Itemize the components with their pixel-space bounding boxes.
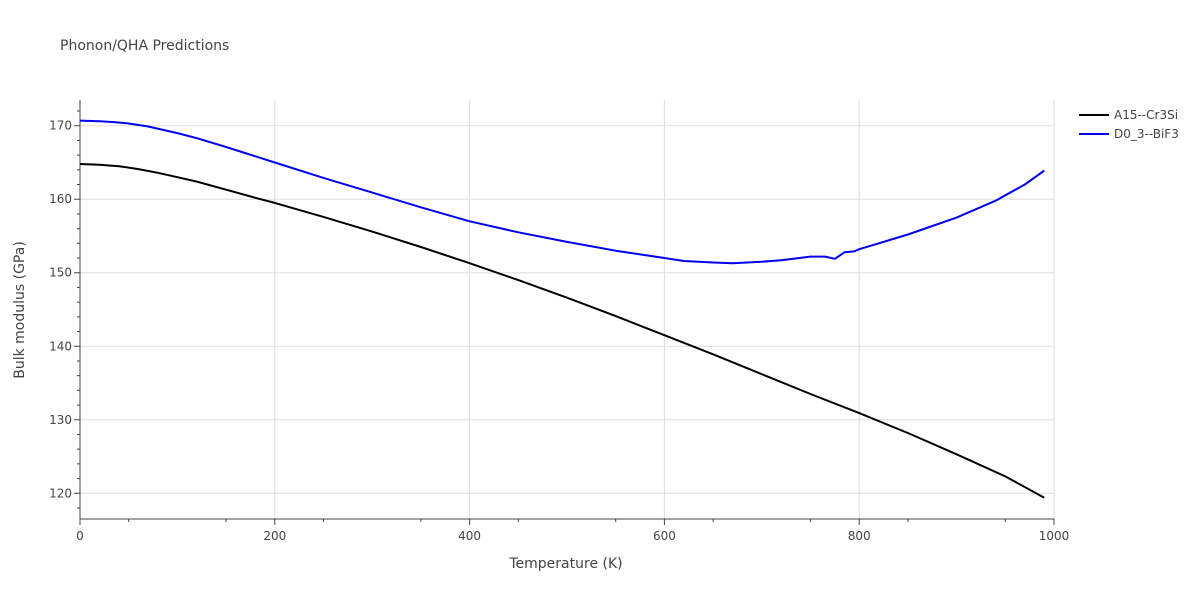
x-tick-label: 0	[76, 529, 84, 543]
x-tick-label: 800	[848, 529, 871, 543]
x-tick-label: 400	[458, 529, 481, 543]
legend-label-1: A15--Cr3Si	[1114, 108, 1178, 122]
y-tick-label: 140	[49, 339, 72, 353]
x-tick-label: 200	[263, 529, 286, 543]
y-axis-label: Bulk modulus (GPa)	[12, 241, 28, 379]
y-tick-label: 130	[49, 413, 72, 427]
x-tick-label: 1000	[1039, 529, 1070, 543]
legend-label-2: D0_3--BiF3	[1114, 127, 1179, 141]
y-tick-label: 150	[49, 266, 72, 280]
y-tick-label: 170	[49, 119, 72, 133]
grid	[80, 100, 1055, 519]
chart-title: Phonon/QHA Predictions	[60, 38, 229, 54]
legend: A15--Cr3Si D0_3--BiF3	[1079, 108, 1179, 141]
series-layer	[79, 119, 1045, 499]
y-tick-label: 160	[49, 192, 72, 206]
x-tick-label: 600	[653, 529, 676, 543]
x-axis-label: Temperature (K)	[508, 556, 622, 572]
y-tick-label: 120	[49, 486, 72, 500]
series-line-2	[79, 119, 1045, 265]
axes: 0 200 400 600 800 1000 120 130 140 150 160 170	[49, 100, 1069, 543]
series-line-1	[79, 163, 1045, 499]
